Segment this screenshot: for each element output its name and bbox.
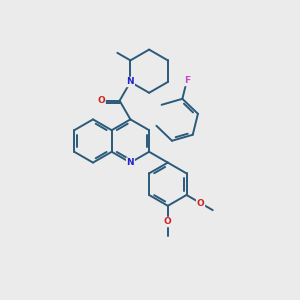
- Text: N: N: [127, 158, 134, 167]
- Text: O: O: [164, 218, 172, 226]
- Text: F: F: [184, 76, 190, 85]
- Text: N: N: [127, 77, 134, 86]
- Text: O: O: [197, 199, 204, 208]
- Text: O: O: [98, 96, 105, 105]
